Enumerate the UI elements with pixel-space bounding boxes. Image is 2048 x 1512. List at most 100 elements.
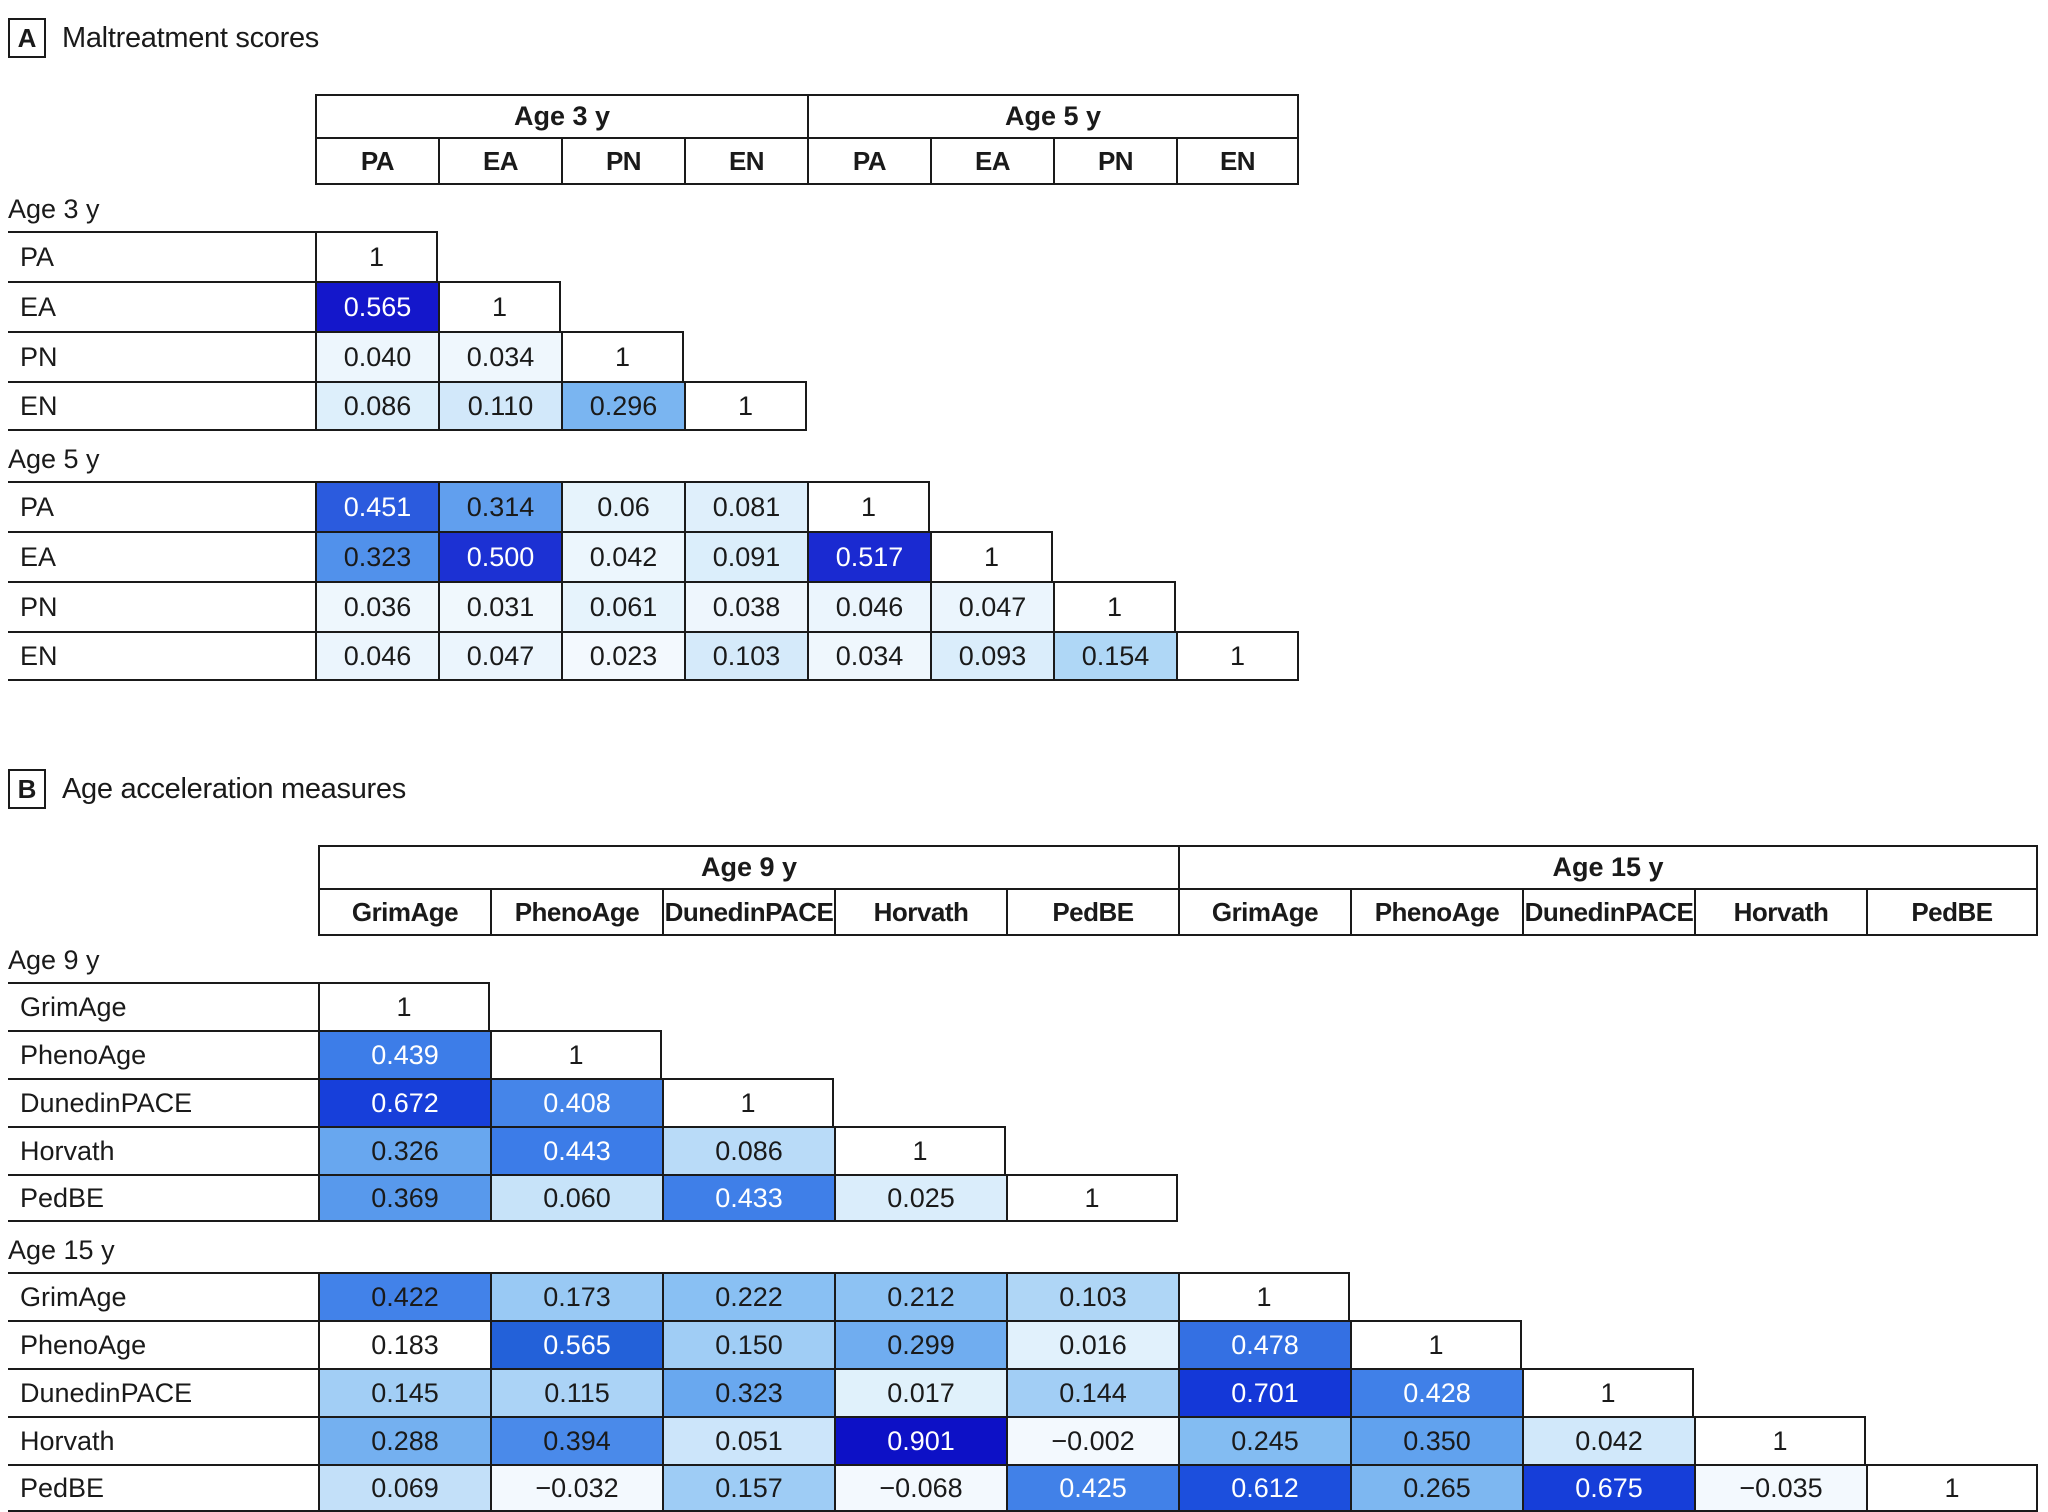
column-header: PedBE	[1866, 890, 2038, 936]
heatmap-cell: 0.265	[1350, 1464, 1522, 1512]
heatmap-cell: 0.369	[318, 1174, 490, 1222]
row-label: PA	[8, 481, 315, 531]
diagonal-cell: 1	[561, 331, 684, 381]
column-header: DunedinPACE	[1522, 890, 1694, 936]
heatmap-cell: 0.212	[834, 1272, 1006, 1320]
panel-b-header: B Age acceleration measures	[8, 769, 2048, 809]
panel-a-header: A Maltreatment scores	[8, 18, 2048, 58]
diagonal-cell: 1	[684, 381, 807, 431]
diagonal-cell: 1	[1350, 1320, 1522, 1368]
matrix-row: PN 0.036 0.031 0.061 0.038 0.046 0.047 1	[8, 581, 2048, 631]
heatmap-cell: 0.047	[930, 581, 1053, 631]
heatmap-cell: −0.032	[490, 1464, 662, 1512]
heatmap-cell: 0.040	[315, 331, 438, 381]
matrix-row: GrimAge 1	[8, 982, 2048, 1030]
column-header: GrimAge	[318, 890, 490, 936]
matrix-row: PA 1	[8, 231, 2048, 281]
row-group-label: Age 9 y	[8, 945, 100, 975]
diagonal-cell: 1	[662, 1078, 834, 1126]
heatmap-cell: 0.183	[318, 1320, 490, 1368]
heatmap-cell: −0.035	[1694, 1464, 1866, 1512]
matrix-row: EN 0.086 0.110 0.296 1	[8, 381, 2048, 431]
column-group-row: Age 9 y Age 15 y	[318, 845, 2048, 890]
row-group-label: Age 3 y	[8, 194, 100, 224]
diagonal-cell: 1	[318, 982, 490, 1030]
heatmap-cell: 0.394	[490, 1416, 662, 1464]
heatmap-cell: 0.069	[318, 1464, 490, 1512]
heatmap-cell: 0.047	[438, 631, 561, 681]
heatmap-cell: 0.565	[315, 281, 438, 331]
heatmap-cell: 0.245	[1178, 1416, 1350, 1464]
row-label: GrimAge	[8, 1272, 318, 1320]
heatmap-cell: 0.672	[318, 1078, 490, 1126]
matrix-row: EA 0.323 0.500 0.042 0.091 0.517 1	[8, 531, 2048, 581]
heatmap-cell: 0.157	[662, 1464, 834, 1512]
heatmap-cell: 0.023	[561, 631, 684, 681]
matrix-row: Horvath 0.288 0.394 0.051 0.901 −0.002 0.245 0.…	[8, 1416, 2048, 1464]
heatmap-cell: 0.036	[315, 581, 438, 631]
column-header: DunedinPACE	[662, 890, 834, 936]
diagonal-cell: 1	[1178, 1272, 1350, 1320]
diagonal-cell: 1	[1006, 1174, 1178, 1222]
heatmap-cell: 0.296	[561, 381, 684, 431]
row-label: PN	[8, 581, 315, 631]
heatmap-cell: 0.046	[315, 631, 438, 681]
column-header-row: GrimAge PhenoAge DunedinPACE Horvath PedBE Gr…	[318, 890, 2048, 936]
heatmap-cell: 0.042	[1522, 1416, 1694, 1464]
heatmap-cell: 0.115	[490, 1368, 662, 1416]
heatmap-cell: 0.323	[662, 1368, 834, 1416]
panel-a-tag: A	[8, 18, 46, 58]
heatmap-cell: 0.034	[807, 631, 930, 681]
heatmap-cell: 0.061	[561, 581, 684, 631]
heatmap-cell: 0.150	[662, 1320, 834, 1368]
heatmap-cell: 0.425	[1006, 1464, 1178, 1512]
heatmap-cell: 0.565	[490, 1320, 662, 1368]
matrix-row: PedBE 0.369 0.060 0.433 0.025 1	[8, 1174, 2048, 1222]
diagonal-cell: 1	[1522, 1368, 1694, 1416]
row-label: Horvath	[8, 1126, 318, 1174]
heatmap-cell: 0.103	[684, 631, 807, 681]
panel-a-title: Maltreatment scores	[62, 21, 319, 54]
panel-b-tag: B	[8, 769, 46, 809]
heatmap-cell: 0.222	[662, 1272, 834, 1320]
row-label: EA	[8, 281, 315, 331]
diagonal-cell: 1	[315, 231, 438, 281]
column-header: PhenoAge	[490, 890, 662, 936]
column-header-row: PA EA PN EN PA EA PN EN	[315, 139, 2048, 185]
column-header: PN	[1053, 139, 1176, 185]
heatmap-cell: 0.042	[561, 531, 684, 581]
panel-a: A Maltreatment scores Age 3 y Age 5 y PA EA…	[0, 0, 2048, 681]
row-group-label: Age 15 y	[8, 1235, 115, 1265]
heatmap-cell: 0.428	[1350, 1368, 1522, 1416]
column-group-header: Age 9 y	[318, 845, 1178, 890]
matrix-row: PhenoAge 0.439 1	[8, 1030, 2048, 1078]
heatmap-cell: 0.675	[1522, 1464, 1694, 1512]
heatmap-cell: 0.443	[490, 1126, 662, 1174]
heatmap-cell: 0.017	[834, 1368, 1006, 1416]
diagonal-cell: 1	[490, 1030, 662, 1078]
heatmap-cell: 0.110	[438, 381, 561, 431]
row-group-label: Age 5 y	[8, 444, 100, 474]
diagonal-cell: 1	[807, 481, 930, 531]
row-label: GrimAge	[8, 982, 318, 1030]
matrix-row: DunedinPACE 0.145 0.115 0.323 0.017 0.144 0.70…	[8, 1368, 2048, 1416]
heatmap-cell: 0.323	[315, 531, 438, 581]
column-group-header: Age 3 y	[315, 94, 807, 139]
heatmap-cell: 0.081	[684, 481, 807, 531]
matrix-row: EN 0.046 0.047 0.023 0.103 0.034 0.093 0.154 1	[8, 631, 2048, 681]
column-header: GrimAge	[1178, 890, 1350, 936]
row-label: EN	[8, 631, 315, 681]
heatmap-cell: 0.478	[1178, 1320, 1350, 1368]
heatmap-cell: 0.034	[438, 331, 561, 381]
column-header: Horvath	[1694, 890, 1866, 936]
heatmap-cell: 0.451	[315, 481, 438, 531]
heatmap-cell: 0.086	[662, 1126, 834, 1174]
row-label: PedBE	[8, 1464, 318, 1512]
row-label: PA	[8, 231, 315, 281]
heatmap-cell: 0.326	[318, 1126, 490, 1174]
column-header: PedBE	[1006, 890, 1178, 936]
heatmap-cell: −0.002	[1006, 1416, 1178, 1464]
heatmap-cell: 0.025	[834, 1174, 1006, 1222]
maltreatment-correlation-matrix: Age 3 y Age 5 y PA EA PN EN PA EA PN EN Age 3 y PA 1…	[8, 94, 2048, 681]
row-label: EN	[8, 381, 315, 431]
